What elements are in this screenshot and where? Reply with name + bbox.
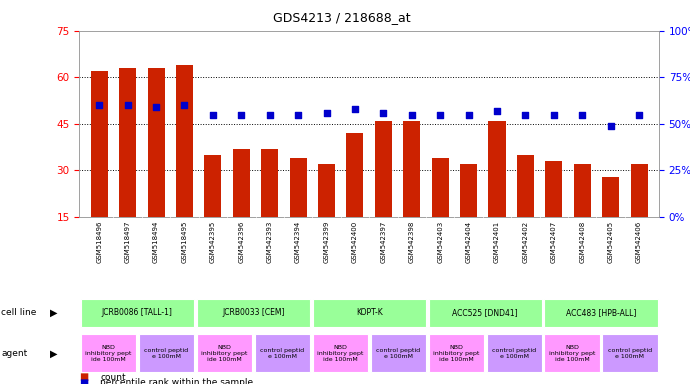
Bar [573, 164, 591, 263]
Point [94, 102, 105, 108]
Point [264, 111, 275, 118]
Point [179, 102, 190, 108]
Text: ▶: ▶ [50, 308, 57, 318]
Point [491, 108, 502, 114]
Text: NBD
inhibitory pept
ide 100mM: NBD inhibitory pept ide 100mM [201, 345, 248, 362]
Text: ACC525 [DND41]: ACC525 [DND41] [452, 308, 518, 318]
Text: GSM542400: GSM542400 [352, 221, 358, 263]
Bar [262, 149, 278, 263]
Bar [460, 164, 477, 263]
Text: ▶: ▶ [50, 348, 57, 358]
Bar [176, 65, 193, 263]
Point [321, 109, 332, 116]
FancyBboxPatch shape [428, 334, 484, 372]
Point [406, 111, 417, 118]
Text: agent: agent [1, 349, 28, 358]
Text: control peptid
e 100mM: control peptid e 100mM [260, 348, 304, 359]
Text: JCRB0086 [TALL-1]: JCRB0086 [TALL-1] [102, 308, 172, 318]
Point [122, 102, 133, 108]
Text: GSM542402: GSM542402 [522, 221, 529, 263]
Text: percentile rank within the sample: percentile rank within the sample [100, 378, 253, 384]
FancyBboxPatch shape [81, 299, 194, 327]
Text: control peptid
e 100mM: control peptid e 100mM [376, 348, 420, 359]
Bar [545, 161, 562, 263]
Text: KOPT-K: KOPT-K [356, 308, 382, 318]
Point [577, 111, 588, 118]
Point [349, 106, 360, 112]
Text: JCRB0033 [CEM]: JCRB0033 [CEM] [222, 308, 284, 318]
Point [293, 111, 304, 118]
Text: GSM542407: GSM542407 [551, 221, 557, 263]
Text: GSM542395: GSM542395 [210, 221, 216, 263]
Bar [90, 71, 108, 263]
Point [435, 111, 446, 118]
Text: GSM542406: GSM542406 [636, 221, 642, 263]
Point [463, 111, 474, 118]
Text: GSM542393: GSM542393 [267, 221, 273, 263]
Text: GDS4213 / 218688_at: GDS4213 / 218688_at [273, 12, 411, 25]
Bar [602, 177, 619, 263]
Bar [403, 121, 420, 263]
Text: control peptid
e 100mM: control peptid e 100mM [492, 348, 536, 359]
Text: cell line: cell line [1, 308, 37, 318]
Text: ■: ■ [79, 372, 88, 382]
Bar [119, 68, 136, 263]
Text: GSM542397: GSM542397 [380, 221, 386, 263]
FancyBboxPatch shape [544, 334, 600, 372]
FancyBboxPatch shape [197, 334, 252, 372]
Text: NBD
inhibitory pept
ide 100mM: NBD inhibitory pept ide 100mM [85, 345, 132, 362]
Text: count: count [100, 372, 126, 382]
Text: GSM518495: GSM518495 [181, 221, 188, 263]
Bar [375, 121, 392, 263]
FancyBboxPatch shape [255, 334, 310, 372]
FancyBboxPatch shape [428, 299, 542, 327]
Text: GSM542399: GSM542399 [324, 221, 330, 263]
Text: GSM518497: GSM518497 [125, 221, 130, 263]
Text: ACC483 [HPB-ALL]: ACC483 [HPB-ALL] [566, 308, 636, 318]
Point [633, 111, 644, 118]
Text: ■: ■ [79, 378, 88, 384]
Text: GSM542408: GSM542408 [579, 221, 585, 263]
Bar [631, 164, 648, 263]
Text: GSM542401: GSM542401 [494, 221, 500, 263]
Text: GSM542396: GSM542396 [238, 221, 244, 263]
Bar [148, 68, 165, 263]
Text: control peptid
e 100mM: control peptid e 100mM [144, 348, 188, 359]
Bar [204, 155, 221, 263]
FancyBboxPatch shape [313, 334, 368, 372]
Text: NBD
inhibitory pept
ide 100mM: NBD inhibitory pept ide 100mM [433, 345, 480, 362]
Point [605, 122, 616, 129]
Point [150, 104, 161, 110]
Bar [517, 155, 534, 263]
Text: GSM542403: GSM542403 [437, 221, 443, 263]
Bar [489, 121, 506, 263]
FancyBboxPatch shape [81, 334, 136, 372]
FancyBboxPatch shape [197, 299, 310, 327]
FancyBboxPatch shape [486, 334, 542, 372]
Bar [290, 158, 306, 263]
Bar [432, 158, 448, 263]
Point [520, 111, 531, 118]
Point [236, 111, 247, 118]
Point [549, 111, 560, 118]
Text: GSM542405: GSM542405 [608, 221, 613, 263]
Text: GSM518496: GSM518496 [96, 221, 102, 263]
FancyBboxPatch shape [139, 334, 194, 372]
Text: GSM542394: GSM542394 [295, 221, 301, 263]
Bar [346, 133, 364, 263]
FancyBboxPatch shape [602, 334, 658, 372]
Bar [233, 149, 250, 263]
FancyBboxPatch shape [371, 334, 426, 372]
Point [378, 109, 389, 116]
Text: GSM542398: GSM542398 [408, 221, 415, 263]
Text: GSM542404: GSM542404 [466, 221, 471, 263]
Bar [318, 164, 335, 263]
Text: control peptid
e 100mM: control peptid e 100mM [608, 348, 652, 359]
Point [208, 111, 219, 118]
FancyBboxPatch shape [313, 299, 426, 327]
Text: NBD
inhibitory pept
ide 100mM: NBD inhibitory pept ide 100mM [317, 345, 364, 362]
Text: GSM518494: GSM518494 [153, 221, 159, 263]
FancyBboxPatch shape [544, 299, 658, 327]
Text: NBD
inhibitory pept
ide 100mM: NBD inhibitory pept ide 100mM [549, 345, 595, 362]
